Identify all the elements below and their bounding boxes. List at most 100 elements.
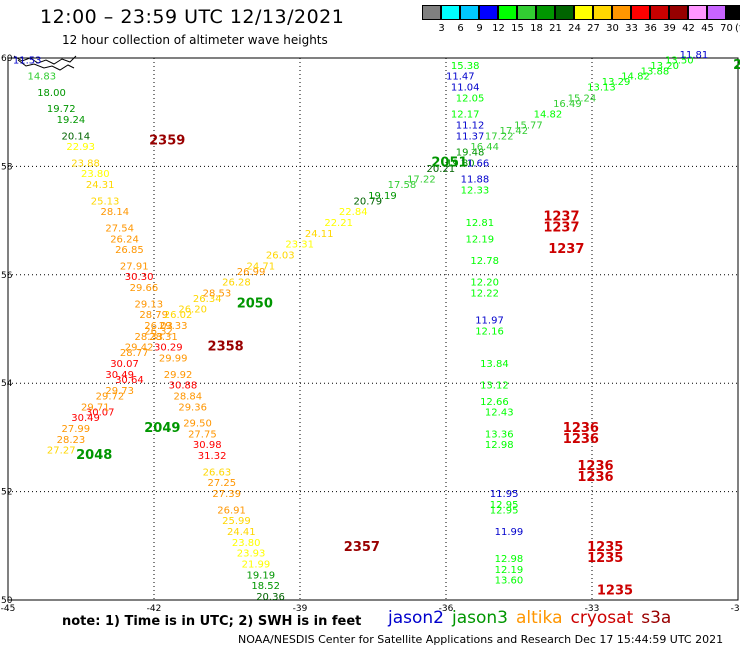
- swh-value: 29.33: [159, 321, 188, 332]
- color-swatch: [593, 5, 612, 20]
- swh-value: 26.34: [193, 294, 222, 305]
- swh-value: 12.43: [485, 408, 514, 419]
- axis-ticks: -45 -42 -39 -36 -33 -30 50 52 54 56 58 60: [1, 54, 740, 614]
- satellite-name: s3a: [641, 608, 672, 628]
- color-tick-label: 33: [625, 23, 638, 34]
- y-tick-label: 60: [1, 54, 13, 64]
- color-swatch: [536, 5, 555, 20]
- pass-time-label: 2051: [431, 155, 467, 170]
- color-swatch: [422, 5, 441, 20]
- chart-title: 12:00 – 23:59 UTC 12/13/2021: [40, 6, 345, 28]
- swh-value: 27.75: [188, 429, 217, 440]
- swh-value: 29.13: [135, 299, 164, 310]
- pass-time-label: 1235: [587, 551, 623, 566]
- x-tick-label: -36: [439, 604, 454, 614]
- pass-time-label: 2358: [208, 340, 244, 355]
- swh-value: 27.54: [105, 223, 134, 234]
- color-tick-label: 9: [476, 23, 483, 34]
- swh-value: 26.99: [237, 267, 266, 278]
- swh-value: 13.29: [602, 77, 631, 88]
- swh-value: 29.36: [178, 402, 207, 413]
- swh-value: 18.52: [251, 581, 280, 592]
- swh-value: 19.19: [246, 570, 275, 581]
- swh-value: 12.95: [490, 500, 519, 511]
- color-tick-label: 30: [606, 23, 619, 34]
- swh-value: 23.80: [81, 169, 110, 180]
- color-swatch: [498, 5, 517, 20]
- color-tick-label: 6: [457, 23, 464, 34]
- swh-value: 30.07: [110, 359, 139, 370]
- swh-value: 20.14: [62, 131, 91, 142]
- pass-time-label: 2357: [344, 540, 380, 555]
- color-swatch: [631, 5, 650, 20]
- swh-value: 20.79: [354, 196, 383, 207]
- swh-value: 29.73: [105, 386, 134, 397]
- color-tick-label: 36: [644, 23, 657, 34]
- swh-value: 30.30: [125, 272, 154, 283]
- swh-value: 27.91: [120, 261, 149, 272]
- swh-value: 28.77: [120, 348, 149, 359]
- swh-value: 28.23: [57, 435, 86, 446]
- swh-value: 27.25: [208, 478, 237, 489]
- swh-value: 11.88: [461, 175, 490, 186]
- y-tick-label: 50: [1, 596, 13, 606]
- swh-value: 30.64: [115, 375, 144, 386]
- pass-time-labels: 2359205023582049204823572051205212371237…: [76, 58, 740, 599]
- pass-time-label: 1237: [543, 220, 579, 235]
- swh-value: 20.21: [427, 164, 456, 175]
- color-tick-label: 70: [720, 23, 733, 34]
- swh-value: 27.99: [62, 424, 91, 435]
- chart-subtitle: 12 hour collection of altimeter wave hei…: [62, 33, 328, 47]
- swh-value: 11.81: [680, 50, 709, 61]
- swh-value: 23.93: [237, 549, 266, 560]
- swh-value: 12.05: [456, 93, 485, 104]
- swh-value: 12.98: [495, 554, 524, 565]
- swh-value: 19.19: [368, 191, 397, 202]
- swh-value: 26.91: [217, 505, 246, 516]
- swh-value: 12.33: [461, 186, 490, 197]
- swh-value: 27.27: [47, 446, 76, 457]
- pass-time-label: 2052: [733, 58, 740, 73]
- swh-value: 22.21: [324, 218, 353, 229]
- satellite-name: cryosat: [570, 608, 634, 628]
- swh-value: 24.41: [227, 527, 256, 538]
- swh-value: 15.38: [451, 61, 480, 72]
- swh-value: 11.47: [446, 72, 475, 83]
- swh-value: 28.84: [173, 391, 202, 402]
- swh-value: 13.36: [485, 429, 514, 440]
- satellite-name: jason3: [452, 608, 508, 628]
- swh-value: 20.36: [256, 592, 285, 603]
- swh-value: 31.32: [198, 451, 227, 462]
- coastline-greenland: [13, 55, 77, 71]
- color-tick-label: 24: [568, 23, 581, 34]
- color-tick-label: 12: [492, 23, 505, 34]
- swh-value: 30.49: [71, 413, 100, 424]
- swh-value: 13.88: [641, 66, 670, 77]
- swh-value: 13.84: [480, 359, 509, 370]
- swh-value: 12.17: [451, 110, 480, 121]
- swh-value: 12.19: [465, 234, 494, 245]
- swh-value: 11.53: [13, 55, 42, 66]
- swh-value: 12.19: [495, 565, 524, 576]
- color-tick-label: 27: [587, 23, 600, 34]
- y-tick-label: 52: [1, 488, 12, 498]
- color-swatch: [574, 5, 593, 20]
- swh-value: 17.22: [407, 175, 436, 186]
- swh-value: 21.99: [242, 559, 271, 570]
- pass-time-label: 1237: [543, 210, 579, 225]
- swh-value: 30.88: [169, 381, 198, 392]
- x-tick-label: -39: [293, 604, 308, 614]
- swh-value: 19.24: [57, 115, 86, 126]
- color-swatch: [441, 5, 460, 20]
- x-tick-label: -30: [731, 604, 740, 614]
- x-tick-label: -42: [147, 604, 162, 614]
- swh-value: 26.03: [144, 321, 173, 332]
- swh-value: 17.22: [485, 131, 514, 142]
- swh-value: 30.98: [193, 440, 222, 451]
- swh-value: 17.58: [388, 180, 417, 191]
- swh-value: 24.71: [246, 261, 275, 272]
- y-tick-label: 54: [1, 379, 13, 389]
- swh-value: 19.72: [47, 104, 76, 115]
- swh-value: 28.53: [203, 288, 232, 299]
